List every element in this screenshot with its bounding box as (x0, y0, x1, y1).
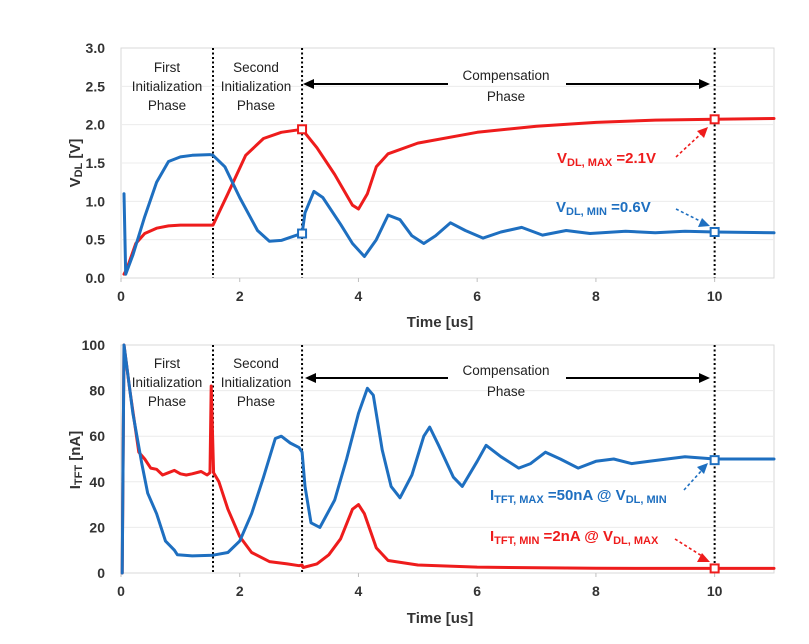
top-phase2-line3: Phase (237, 98, 275, 113)
top-data-marker (709, 114, 720, 125)
svg-text:ITFT, MIN =2nA @ VDL, MAX: ITFT, MIN =2nA @ VDL, MAX (490, 528, 659, 547)
bot-y-tick-label: 80 (89, 383, 105, 399)
bottom-phase2-line2: Initialization (221, 375, 292, 390)
top-y-tick-label: 2.5 (86, 78, 106, 94)
bot-series-line-1 (120, 343, 776, 575)
top-series-line-1 (122, 153, 776, 276)
top-phase1-line3: Phase (148, 98, 186, 113)
bot-data-marker (709, 455, 720, 466)
bot-data-marker (709, 563, 720, 574)
top-y-tick-label: 1.0 (86, 193, 106, 209)
bottom-phase1-line3: Phase (148, 394, 186, 409)
top-annotation-vmin: VDL, MIN =0.6V (556, 199, 710, 227)
bot-series-line-0 (120, 343, 776, 575)
bottom-phase3-line2: Phase (487, 384, 525, 399)
bottom-y-axis-label: ITFT [nA] (67, 431, 85, 490)
bottom-phase2-line3: Phase (237, 394, 275, 409)
bottom-phase3-line1: Compensation (462, 363, 549, 378)
bottom-phase1-line1: First (154, 356, 180, 371)
top-phase3-line2: Phase (487, 89, 525, 104)
top-panel: 0.0 0.5 1.0 1.5 2.0 2.5 3.0 0 2 4 6 8 10 First Init… (67, 40, 776, 331)
bottom-annotation-imin: ITFT, MIN =2nA @ VDL, MAX (490, 528, 710, 562)
top-data-marker (297, 124, 308, 135)
bottom-phase2-line1: Second (233, 356, 279, 371)
bot-x-tick-label: 10 (707, 583, 723, 599)
top-phase2-line1: Second (233, 60, 279, 75)
top-phase1-line2: Initialization (132, 79, 203, 94)
bot-x-tick-label: 0 (117, 583, 125, 599)
top-y-tick-label: 0.5 (86, 232, 106, 248)
bot-y-tick-label: 100 (82, 337, 106, 353)
bot-x-tick-label: 6 (473, 583, 481, 599)
top-x-axis-label: Time [us] (407, 314, 473, 331)
bot-y-tick-label: 40 (89, 474, 105, 490)
bottom-x-axis-label: Time [us] (407, 610, 473, 627)
svg-text:ITFT, MAX =50nA @ VDL, MIN: ITFT, MAX =50nA @ VDL, MIN (490, 487, 667, 506)
bottom-phase1-line2: Initialization (132, 375, 203, 390)
top-x-tick-label: 10 (707, 288, 723, 304)
top-x-tick-label: 0 (117, 288, 125, 304)
bottom-annotation-imax: ITFT, MAX =50nA @ VDL, MIN (490, 463, 708, 506)
top-x-tick-label: 8 (592, 288, 600, 304)
bot-x-tick-label: 2 (236, 583, 244, 599)
svg-text:VDL, MAX =2.1V: VDL, MAX =2.1V (557, 150, 656, 169)
top-series-line-0 (122, 117, 776, 276)
svg-text:VDL, MIN =0.6V: VDL, MIN =0.6V (556, 199, 651, 218)
top-x-tick-label: 4 (355, 288, 363, 304)
top-y-axis-label: VDL [V] (67, 139, 85, 188)
top-y-tick-label: 2.0 (86, 117, 106, 133)
bot-y-tick-label: 60 (89, 428, 105, 444)
top-y-tick-label: 1.5 (86, 155, 106, 171)
top-y-tick-label: 0.0 (86, 270, 106, 286)
bot-x-tick-label: 4 (355, 583, 363, 599)
top-phase1-line1: First (154, 60, 180, 75)
top-data-marker (297, 228, 308, 239)
top-annotation-vmax: VDL, MAX =2.1V (557, 127, 708, 169)
top-y-tick-label: 3.0 (86, 40, 106, 56)
bot-x-tick-label: 8 (592, 583, 600, 599)
top-x-tick-label: 2 (236, 288, 244, 304)
top-x-tick-label: 6 (473, 288, 481, 304)
bot-y-tick-label: 0 (97, 565, 105, 581)
bottom-compensation-arrow (305, 373, 710, 383)
top-phase3-line1: Compensation (462, 68, 549, 83)
bot-y-tick-label: 20 (89, 519, 105, 535)
bottom-panel: 0 20 40 60 80 100 0 2 4 6 8 10 First Initializatio… (67, 337, 776, 627)
top-compensation-arrow (303, 79, 710, 89)
top-data-marker (709, 227, 720, 237)
top-phase2-line2: Initialization (221, 79, 292, 94)
